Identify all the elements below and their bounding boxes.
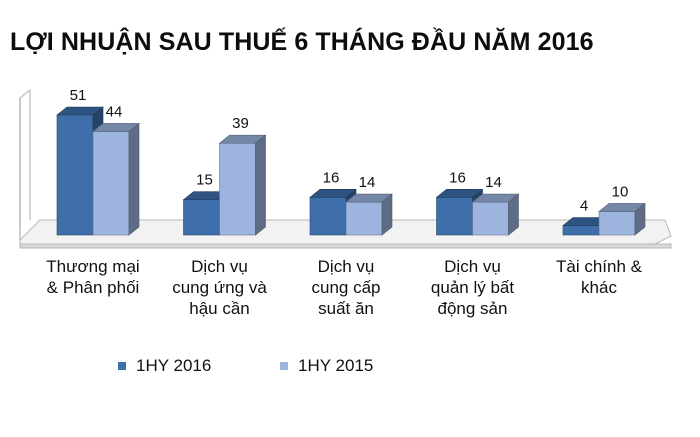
legend-item-1hy-2016: 1HY 2016: [118, 356, 211, 376]
value-label-1-1: 39: [232, 115, 249, 132]
bar-2-1: [345, 193, 393, 236]
category-label-4: Tài chính & khác: [556, 257, 643, 297]
value-label-0-0: 51: [70, 87, 87, 104]
value-label-1-0: 15: [196, 172, 213, 189]
chart-title: LỢI NHUẬN SAU THUẾ 6 THÁNG ĐẦU NĂM 2016: [10, 28, 594, 56]
value-label-2-0: 16: [323, 169, 340, 186]
legend-label-1hy-2016: 1HY 2016: [136, 356, 212, 375]
legend-swatch-1hy-2016: [118, 362, 126, 370]
category-label-2: Dịch vụ cung cấp suất ăn: [312, 257, 381, 318]
category-label-3: Dịch vụ quản lý bất động sản: [431, 257, 514, 318]
legend-label-1hy-2015: 1HY 2015: [298, 356, 374, 375]
bar-1-1: [218, 134, 267, 236]
legend-swatch-1hy-2015: [280, 362, 289, 370]
bar-4-1: [598, 202, 646, 236]
category-labels-group: Thương mại & Phân phối Dịch vụ cung ứng và h…: [46, 257, 642, 318]
category-label-1: Dịch vụ cung ứng và hậu cần: [172, 257, 267, 318]
value-label-4-1: 10: [612, 183, 629, 200]
bar-3-1: [471, 193, 520, 236]
legend-item-1hy-2015: 1HY 2015: [280, 356, 373, 376]
value-label-2-1: 14: [359, 174, 376, 191]
value-label-4-0: 4: [580, 198, 588, 215]
bar-0-1: [92, 122, 140, 236]
value-label-0-1: 44: [106, 103, 123, 120]
legend: 1HY 2016 1HY 2015: [118, 355, 437, 376]
bars-group: [56, 106, 646, 236]
value-label-3-1: 14: [485, 174, 502, 191]
value-labels-group: 51 44 15 39 16 14 16 14 4 10: [70, 87, 629, 215]
value-label-3-0: 16: [449, 169, 466, 186]
chart-wall: [19, 88, 31, 240]
category-label-0: Thương mại & Phân phối: [46, 257, 139, 297]
